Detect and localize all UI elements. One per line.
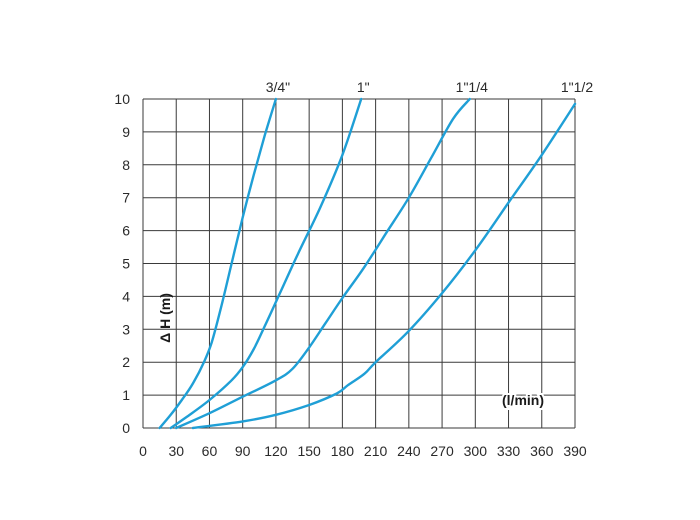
x-tick-label: 30 — [168, 443, 184, 459]
series-line — [191, 102, 577, 430]
x-tick-label: 60 — [202, 443, 218, 459]
y-tick-label: 3 — [122, 321, 130, 337]
x-tick-label: 270 — [430, 443, 454, 459]
y-tick-label: 10 — [114, 91, 130, 107]
x-tick-label: 180 — [331, 443, 355, 459]
x-tick-label: 330 — [497, 443, 521, 459]
series-line — [158, 97, 278, 430]
x-tick-label: 360 — [530, 443, 554, 459]
y-tick-label: 6 — [122, 223, 130, 239]
y-tick-label: 5 — [122, 256, 130, 272]
series-label: 3/4" — [266, 79, 290, 95]
series-labels: 3/4" 1" 1"1/4 1"1/2 — [266, 79, 594, 95]
x-tick-label: 210 — [364, 443, 388, 459]
series-label: 1" — [357, 79, 370, 95]
y-tick-label: 9 — [122, 124, 130, 140]
x-tick-label: 390 — [563, 443, 587, 459]
series-line — [169, 97, 363, 430]
x-tick-label: 120 — [264, 443, 288, 459]
curves — [158, 97, 577, 430]
x-tick-label: 300 — [464, 443, 488, 459]
y-tick-label: 0 — [122, 420, 130, 436]
y-tick-label: 2 — [122, 354, 130, 370]
series-label: 1"1/2 — [561, 79, 593, 95]
y-tick-label: 4 — [122, 288, 130, 304]
x-tick-labels: 0 30 60 90 120 150 180 210 240 270 300 330 360 390 — [139, 443, 587, 459]
x-tick-label: 90 — [235, 443, 251, 459]
series-label: 1"1/4 — [456, 79, 488, 95]
x-tick-label: 240 — [397, 443, 421, 459]
x-tick-label: 0 — [139, 443, 147, 459]
y-axis-title: Δ H (m) — [157, 293, 173, 343]
y-tick-label: 7 — [122, 190, 130, 206]
x-tick-label: 150 — [297, 443, 321, 459]
y-tick-label: 1 — [122, 387, 130, 403]
x-axis-title: (l/min) — [502, 392, 544, 408]
y-tick-labels: 0 1 2 3 4 5 6 7 8 9 10 — [114, 91, 130, 436]
y-tick-label: 8 — [122, 157, 130, 173]
series-line — [175, 97, 471, 430]
